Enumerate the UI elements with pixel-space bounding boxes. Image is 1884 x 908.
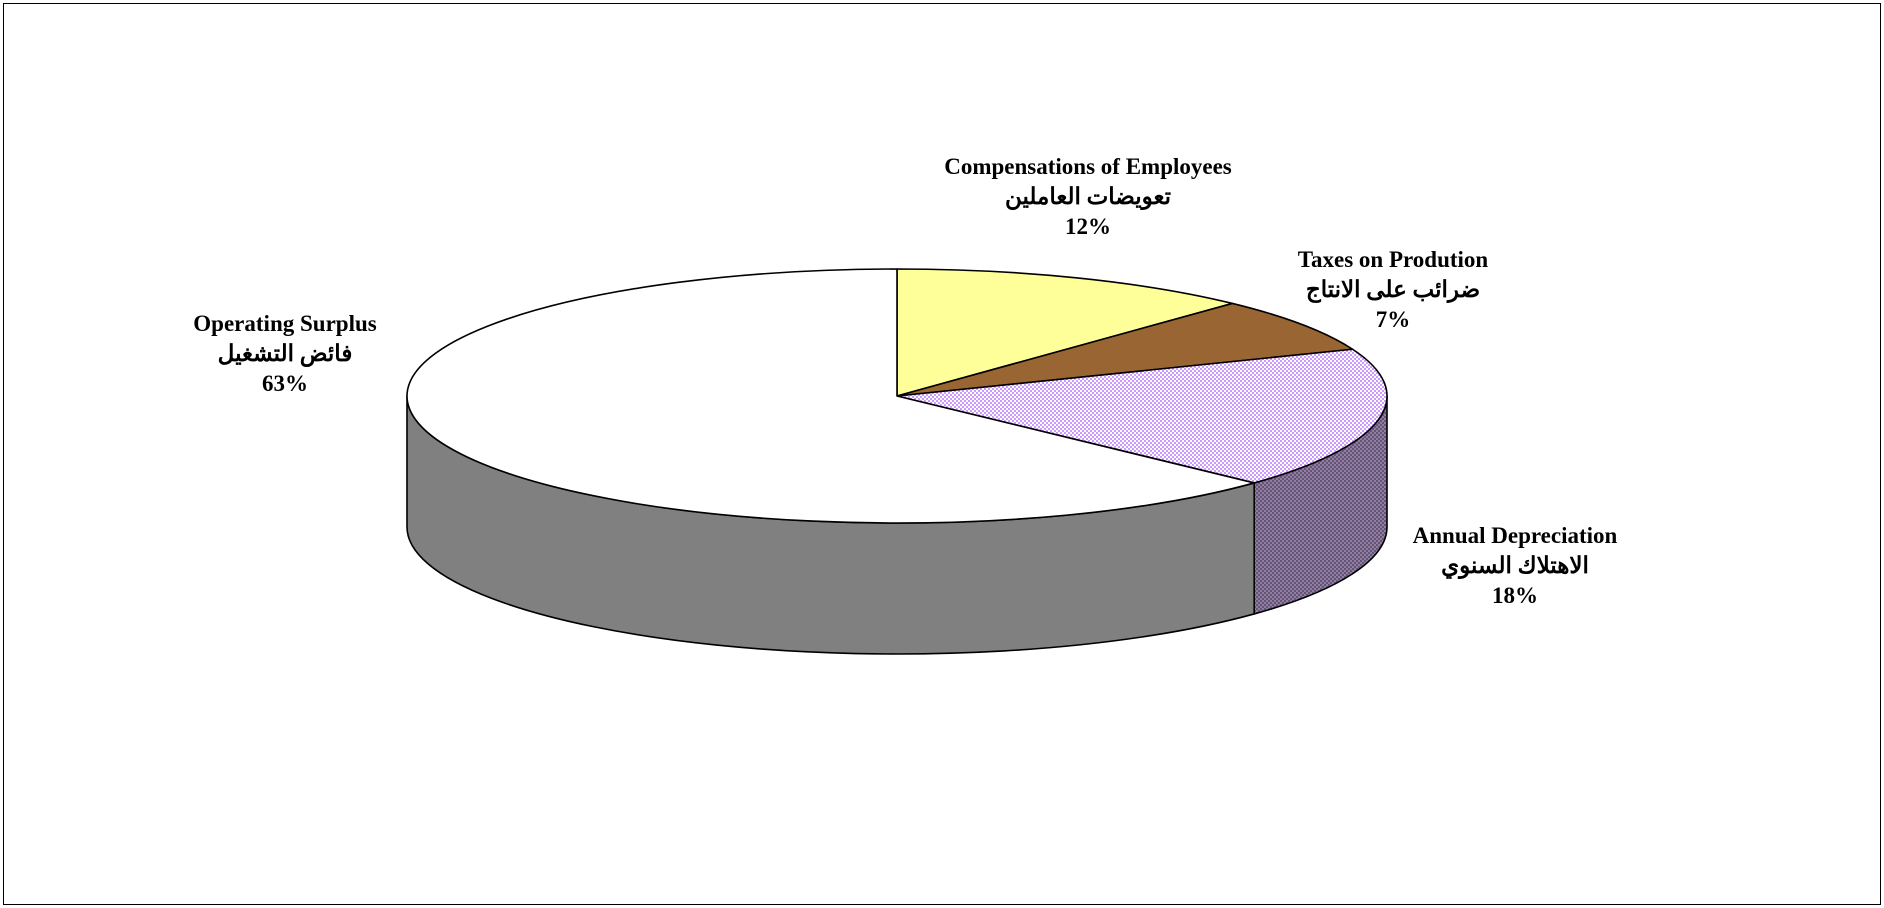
pie-slice-2 [896,302,1354,397]
slice-label-ar-3: الاهتلاك السنوي [1441,553,1589,580]
slice-value-label-2: 7% [1376,307,1411,332]
slice-value-label-3: 18% [1492,583,1538,608]
pie-slice-1 [896,268,1234,397]
slice-label-en-1: Compensations of Employees [944,154,1232,179]
pie-slice-3 [896,348,1388,484]
pie-labels: Compensations of Employees تعويضات العامل… [193,154,1617,608]
slice-label-ar-4: فائض التشغيل [218,341,353,368]
slice-label-ar-2: ضرائب على الانتاج [1306,277,1480,304]
pie-slice-4 [406,268,1255,524]
pie-tops [406,268,1388,524]
slice-value-label-1: 12% [1065,214,1111,239]
slice-label-en-2: Taxes on Prodution [1298,247,1489,272]
slice-label-ar-1: تعويضات العاملين [1005,184,1172,211]
slice-label-en-4: Operating Surplus [193,311,376,336]
slice-label-en-3: Annual Depreciation [1413,523,1618,548]
slice-value-label-4: 63% [262,371,308,396]
